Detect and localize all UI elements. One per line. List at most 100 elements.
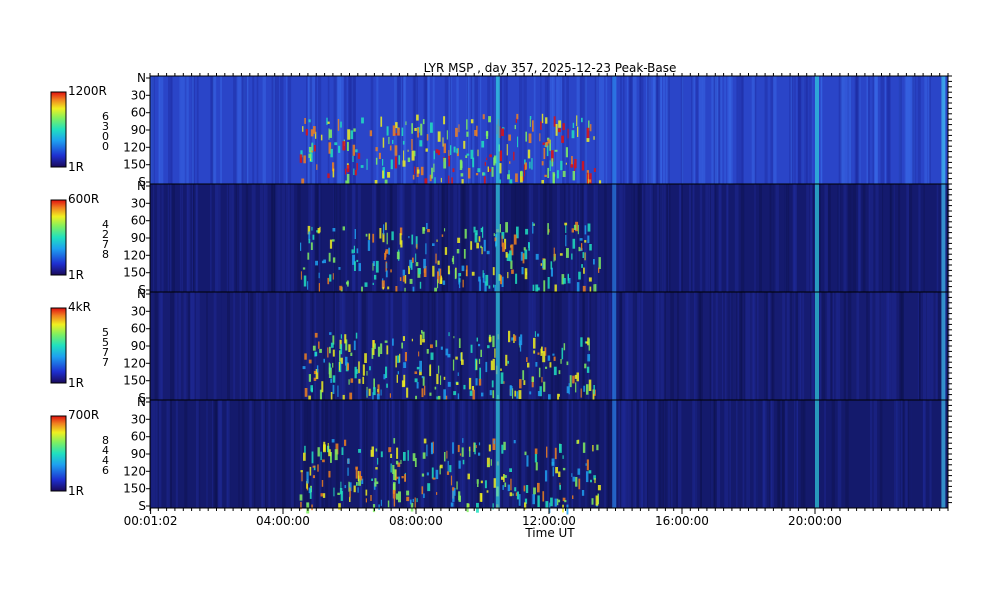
aurora-mark [559, 444, 562, 453]
texture-streak [486, 184, 488, 292]
texture-streak [400, 76, 402, 184]
aurora-mark [582, 252, 584, 258]
aurora-mark [443, 116, 446, 125]
texture-streak [247, 76, 249, 184]
aurora-mark [357, 470, 359, 481]
texture-streak [841, 76, 845, 184]
aurora-mark [321, 260, 324, 264]
aurora-mark [563, 278, 566, 284]
texture-streak [285, 292, 290, 400]
texture-streak [754, 400, 758, 508]
texture-streak [668, 184, 670, 292]
texture-streak [795, 400, 797, 508]
aurora-mark [593, 136, 595, 140]
aurora-mark [480, 349, 482, 357]
aurora-mark [507, 272, 509, 279]
aurora-mark [329, 274, 332, 282]
texture-streak [636, 400, 639, 508]
aurora-mark [456, 148, 459, 154]
aurora-mark [537, 495, 540, 507]
aurora-mark [357, 153, 361, 159]
aurora-mark [392, 139, 394, 144]
texture-streak [170, 76, 173, 184]
aurora-mark [561, 274, 565, 285]
texture-streak [709, 292, 712, 400]
texture-streak [771, 184, 774, 292]
aurora-mark [442, 280, 446, 285]
aurora-mark [581, 243, 583, 251]
texture-streak [184, 400, 188, 508]
aurora-mark [544, 174, 547, 177]
aurora-mark [313, 145, 316, 152]
aurora-mark [445, 348, 449, 356]
texture-streak [608, 400, 613, 508]
texture-streak [641, 400, 644, 508]
aurora-mark [481, 392, 484, 397]
y-tick-label: 150 [123, 482, 146, 496]
aurora-mark [509, 468, 512, 472]
aurora-mark [332, 273, 334, 280]
aurora-mark [421, 376, 424, 379]
texture-streak [710, 400, 714, 508]
aurora-mark [421, 330, 423, 334]
texture-streak [624, 292, 629, 400]
aurora-mark [427, 483, 431, 492]
aurora-mark [484, 480, 487, 489]
texture-streak [576, 292, 580, 400]
texture-streak [594, 184, 598, 292]
texture-streak [447, 76, 450, 184]
aurora-mark [330, 392, 333, 401]
aurora-mark [492, 503, 494, 510]
aurora-mark [308, 231, 311, 240]
texture-streak [660, 184, 665, 292]
texture-streak [689, 184, 692, 292]
texture-streak [759, 184, 762, 292]
aurora-mark [448, 150, 450, 160]
texture-streak [929, 76, 931, 184]
texture-streak [771, 292, 774, 400]
texture-streak [628, 400, 631, 508]
aurora-mark [474, 442, 476, 455]
aurora-mark [469, 390, 473, 396]
aurora-mark [515, 492, 518, 496]
texture-streak [671, 400, 673, 508]
aurora-mark [476, 479, 479, 484]
texture-streak [917, 76, 921, 184]
texture-streak [722, 292, 724, 400]
aurora-mark [475, 445, 477, 448]
texture-streak [762, 400, 765, 508]
texture-streak [780, 400, 782, 508]
texture-streak [638, 184, 642, 292]
aurora-mark [532, 494, 535, 505]
texture-streak [193, 184, 196, 292]
texture-streak [802, 292, 805, 400]
x-axis: 00:01:02 04:00:00 08:00:00 12:00:00 16:00:00… [124, 73, 949, 528]
aurora-mark [356, 163, 358, 171]
aurora-mark [559, 484, 561, 490]
aurora-mark [507, 174, 510, 180]
texture-streak [506, 76, 508, 184]
aurora-mark [564, 500, 567, 503]
aurora-mark [460, 161, 463, 169]
texture-streak [652, 184, 654, 292]
aurora-mark [547, 167, 549, 178]
texture-streak [460, 292, 462, 400]
texture-streak [858, 184, 861, 292]
aurora-mark [414, 371, 418, 374]
bright-band [941, 292, 946, 400]
aurora-mark [459, 453, 462, 456]
colorbar-min-label: 1R [68, 268, 84, 282]
aurora-mark [390, 269, 392, 273]
aurora-mark [555, 467, 558, 474]
aurora-mark [458, 273, 462, 277]
aurora-mark [561, 135, 564, 143]
texture-streak [226, 184, 228, 292]
aurora-mark [478, 343, 481, 347]
aurora-mark [548, 394, 551, 404]
texture-streak [434, 400, 437, 508]
aurora-mark [555, 124, 558, 136]
aurora-mark [588, 120, 590, 131]
texture-streak [587, 292, 589, 400]
bright-band [612, 292, 617, 400]
aurora-mark [576, 440, 579, 444]
